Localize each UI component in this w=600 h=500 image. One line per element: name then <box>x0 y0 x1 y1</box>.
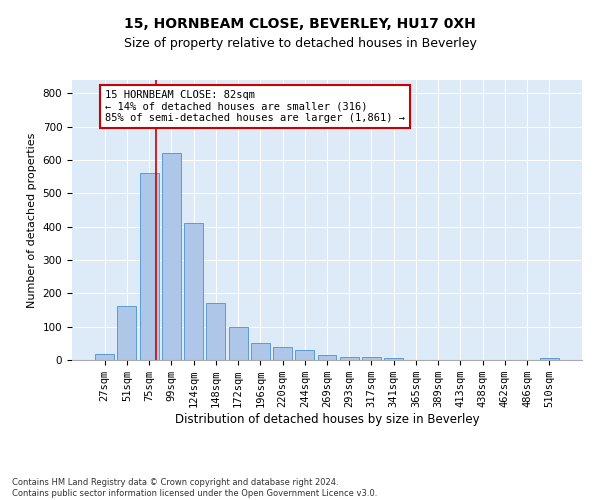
Text: 15 HORNBEAM CLOSE: 82sqm
← 14% of detached houses are smaller (316)
85% of semi-: 15 HORNBEAM CLOSE: 82sqm ← 14% of detach… <box>105 90 405 123</box>
Bar <box>384 358 403 360</box>
Bar <box>251 342 270 360</box>
X-axis label: Distribution of detached houses by size in Beverley: Distribution of detached houses by size … <box>175 413 479 426</box>
Bar <box>273 346 292 360</box>
Bar <box>140 174 158 360</box>
Y-axis label: Number of detached properties: Number of detached properties <box>27 132 37 308</box>
Text: Contains HM Land Registry data © Crown copyright and database right 2024.
Contai: Contains HM Land Registry data © Crown c… <box>12 478 377 498</box>
Bar <box>340 358 359 360</box>
Bar <box>118 306 136 360</box>
Bar <box>362 357 381 360</box>
Bar <box>540 358 559 360</box>
Bar <box>206 304 225 360</box>
Text: 15, HORNBEAM CLOSE, BEVERLEY, HU17 0XH: 15, HORNBEAM CLOSE, BEVERLEY, HU17 0XH <box>124 18 476 32</box>
Bar <box>229 326 248 360</box>
Bar <box>95 354 114 360</box>
Bar <box>162 154 181 360</box>
Text: Size of property relative to detached houses in Beverley: Size of property relative to detached ho… <box>124 38 476 51</box>
Bar <box>317 356 337 360</box>
Bar <box>184 224 203 360</box>
Bar <box>295 350 314 360</box>
